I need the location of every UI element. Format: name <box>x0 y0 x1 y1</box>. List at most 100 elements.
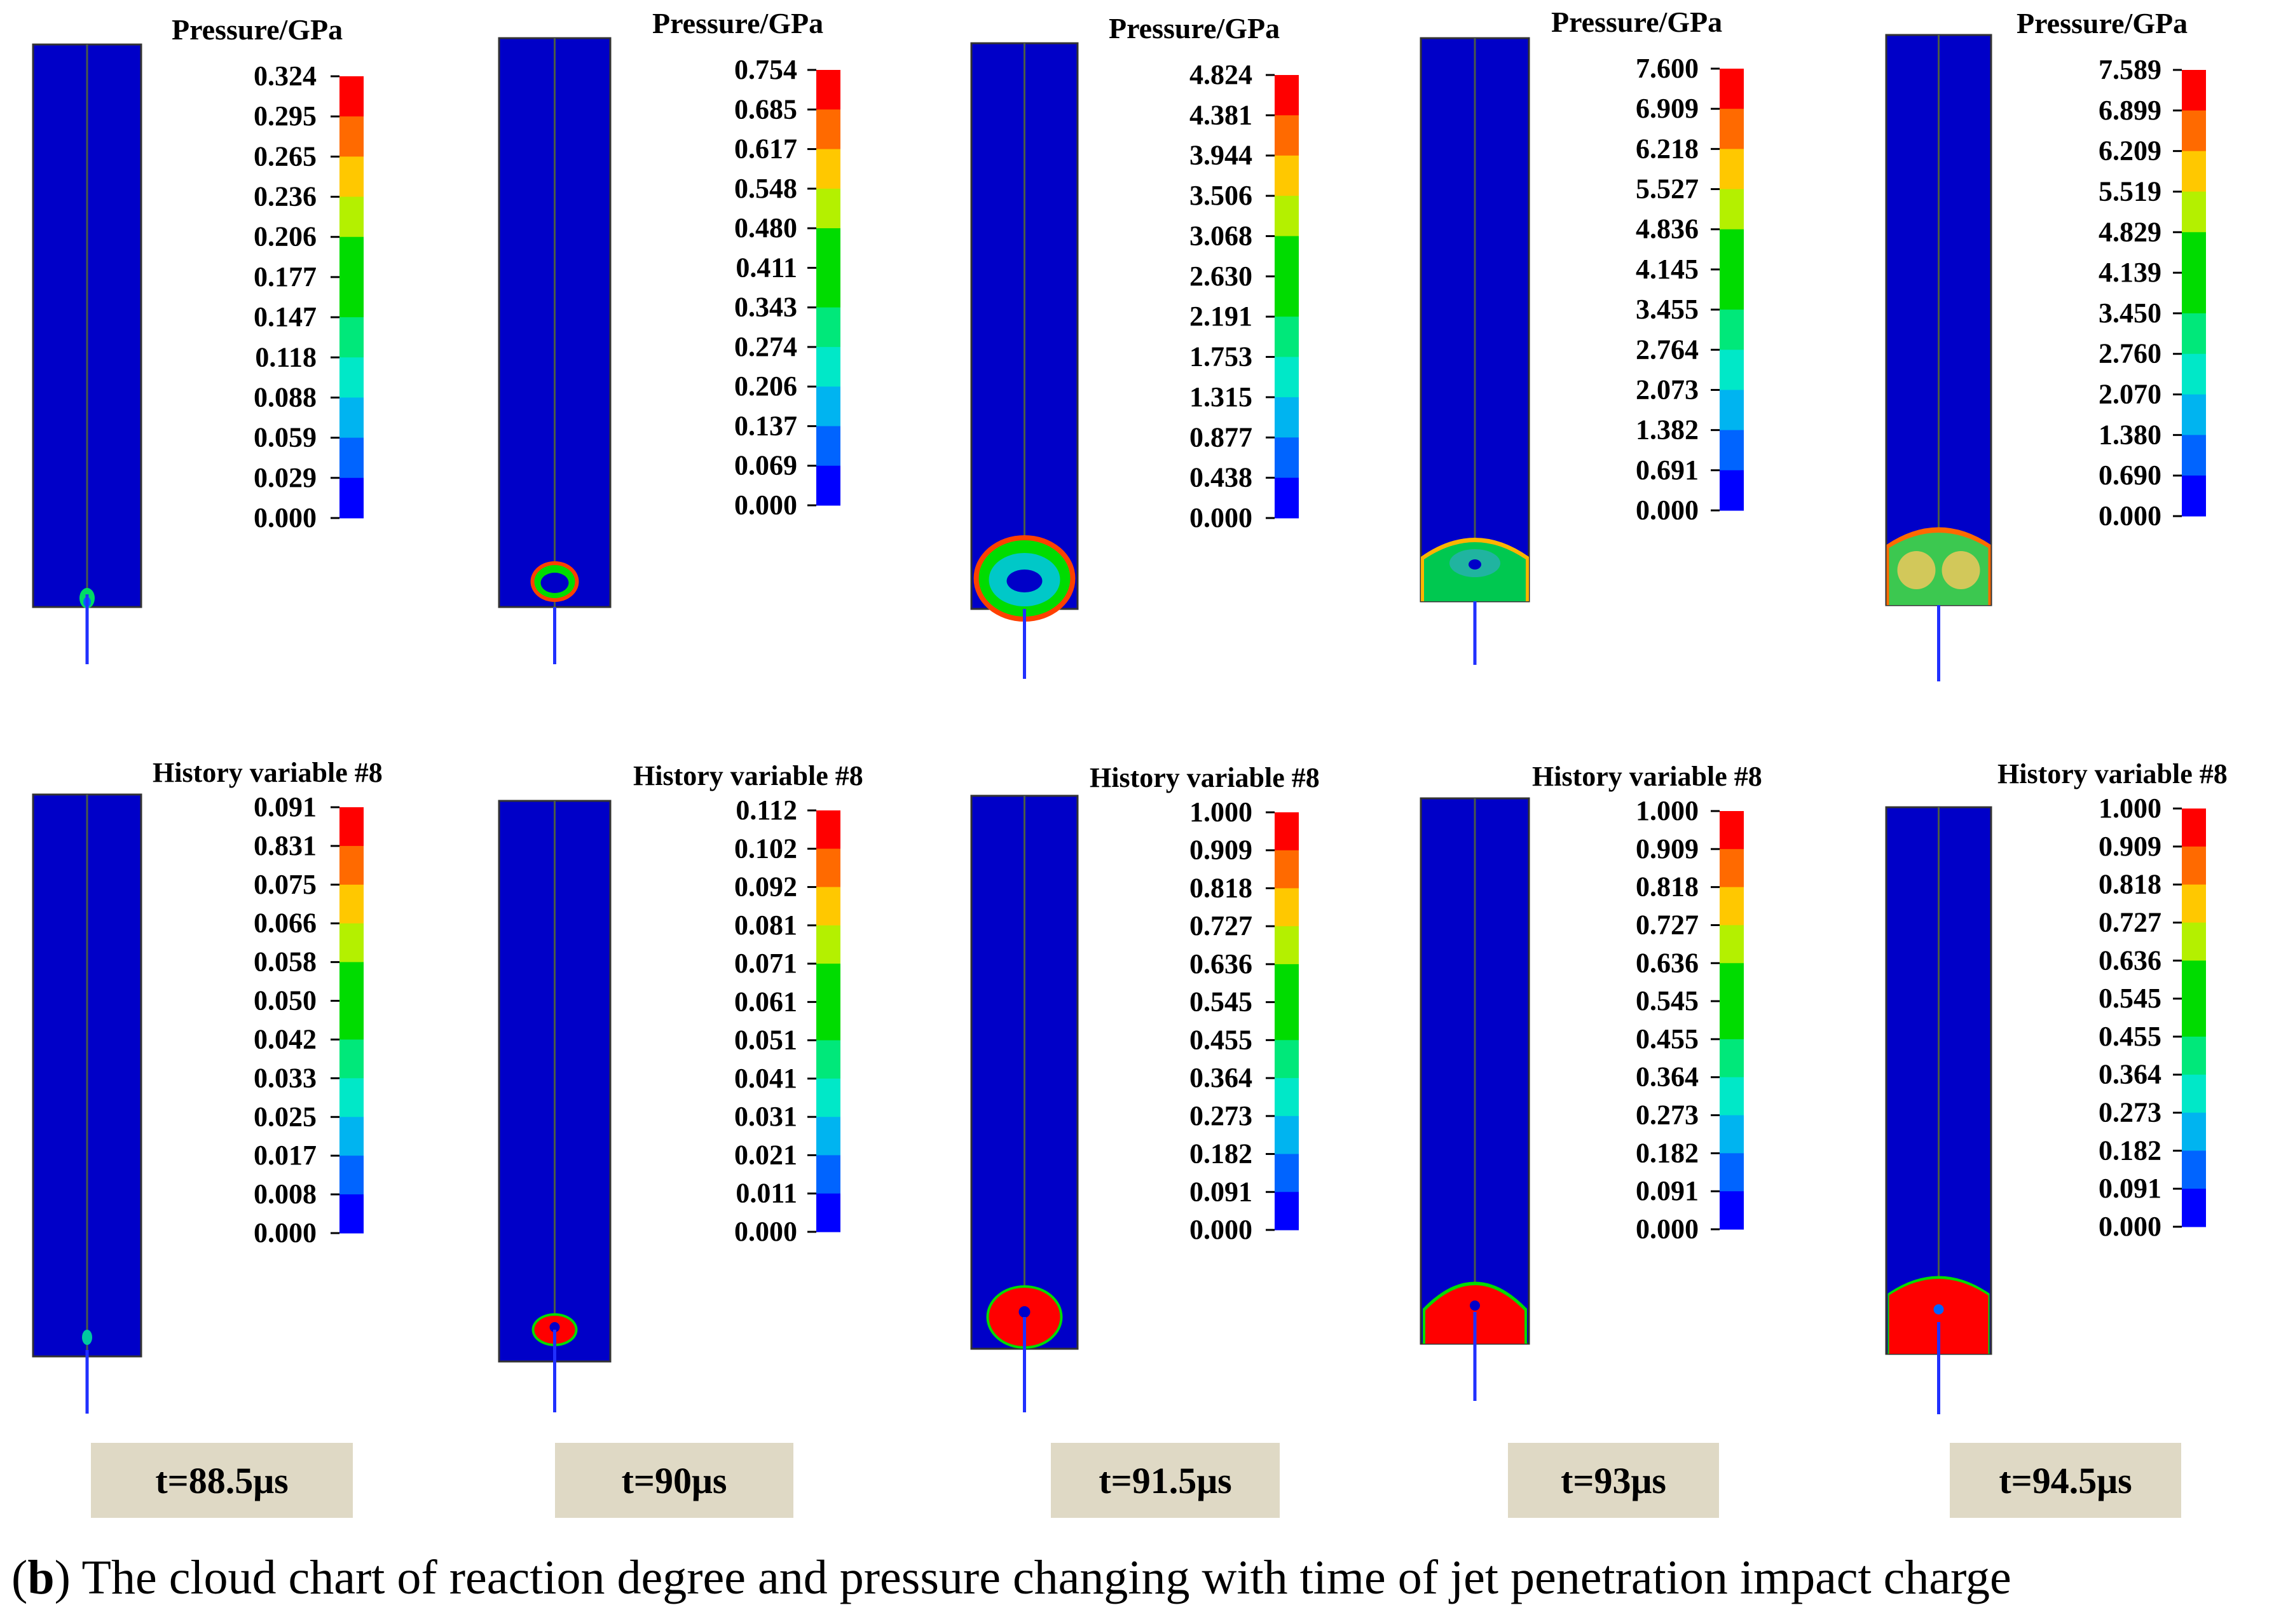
pressure-colorbar-segment <box>1275 317 1299 358</box>
pressure-tick-label: 0.177 <box>254 261 317 292</box>
pressure-tick-label: 0.691 <box>1636 454 1699 486</box>
history-tick-label: 0.112 <box>736 795 797 826</box>
history-tick-label: 0.058 <box>254 946 317 978</box>
history-colorbar-segment <box>339 807 364 847</box>
pressure-colorbar-segment <box>339 397 364 439</box>
history-colorbar-segment <box>816 1117 840 1156</box>
pressure-colorbar-segment <box>2182 435 2206 476</box>
history-panel: History variable #80.091 0.831 0.075 0.066 0… <box>32 757 383 1414</box>
pressure-tick-label: 1.380 <box>2099 419 2161 450</box>
history-colorbar-segment <box>816 925 840 964</box>
pressure-hotspot <box>1942 551 1980 589</box>
history-colorbar-segment <box>339 1156 364 1195</box>
history-tick-label: 0.033 <box>254 1062 317 1093</box>
history-colorbar-segment <box>339 962 364 1002</box>
pressure-colorbar-segment <box>2182 110 2206 152</box>
history-colorbar-segment <box>1275 964 1299 1003</box>
time-label: t=94.5μs <box>1950 1443 2181 1518</box>
pressure-colorbar-title: Pressure/GPa <box>1109 12 1280 44</box>
pressure-tick-label: 0.118 <box>255 341 317 372</box>
history-colorbar-segment <box>2182 809 2206 847</box>
pressure-colorbar-segment <box>1275 75 1299 116</box>
pressure-tick-label: 2.760 <box>2099 338 2161 369</box>
pressure-tick-label: 4.836 <box>1636 214 1699 245</box>
history-tick-label: 0.909 <box>1636 833 1699 864</box>
pressure-colorbar-segment <box>339 357 364 398</box>
caption-text: The cloud chart of reaction degree and p… <box>81 1551 2011 1604</box>
pressure-colorbar-segment <box>816 109 840 150</box>
pressure-colorbar-segment <box>339 317 364 358</box>
history-tick-label: 0.364 <box>1636 1061 1699 1093</box>
history-tick-label: 1.000 <box>2099 793 2161 824</box>
history-tick-label: 0.041 <box>734 1063 797 1094</box>
pressure-colorbar-segment <box>339 276 364 318</box>
pressure-tick-label: 0.295 <box>254 100 317 132</box>
pressure-tick-label: 0.274 <box>734 331 797 362</box>
pressure-colorbar-segment <box>1720 350 1744 390</box>
history-colorbar-segment <box>2182 999 2206 1037</box>
pressure-colorbar-segment <box>1275 155 1299 196</box>
history-colorbar-segment <box>339 884 364 924</box>
pressure-colorbar-segment <box>1275 236 1299 277</box>
history-tick-label: 0.000 <box>1189 1214 1252 1245</box>
pressure-tick-label: 0.265 <box>254 140 317 172</box>
pressure-tick-label: 0.685 <box>734 93 797 125</box>
pressure-tick-label: 0.069 <box>734 450 797 481</box>
pressure-colorbar-segment <box>339 116 364 157</box>
history-colorbar-segment <box>1275 888 1299 927</box>
pressure-tick-label: 3.506 <box>1189 180 1252 211</box>
figure-caption: (b) The cloud chart of reaction degree a… <box>11 1551 2011 1604</box>
pressure-panel: Pressure/GPa 0.754 0.685 0.617 0.548 0.480 0.4… <box>498 7 840 664</box>
pressure-tick-label: 3.455 <box>1636 294 1699 325</box>
pressure-colorbar-segment <box>1720 390 1744 431</box>
pressure-tick-label: 6.209 <box>2099 135 2161 167</box>
history-colorbar-segment <box>816 849 840 888</box>
history-tick-label: 0.364 <box>1189 1062 1252 1093</box>
history-tick-label: 1.000 <box>1189 796 1252 828</box>
pressure-tick-label: 1.315 <box>1189 381 1252 413</box>
history-panel: History variable #8 0.112 0.102 0.092 0.081 0… <box>498 760 863 1412</box>
history-tick-label: 0.909 <box>1189 835 1252 866</box>
time-label: t=90μs <box>555 1443 793 1518</box>
history-tick-label: 0.091 <box>1189 1176 1252 1207</box>
history-colorbar-segment <box>816 964 840 1002</box>
pressure-tick-label: 3.068 <box>1189 220 1252 251</box>
history-tick-label: 0.727 <box>2099 906 2161 938</box>
pressure-colorbar-segment <box>816 426 840 467</box>
pressure-tick-label: 4.381 <box>1189 99 1252 130</box>
history-colorbar-segment <box>816 1193 840 1232</box>
pressure-tick-label: 3.450 <box>2099 297 2161 329</box>
pressure-tick-label: 2.630 <box>1189 261 1252 292</box>
pressure-tick-label: 0.000 <box>254 502 317 533</box>
pressure-colorbar-segment <box>816 228 840 268</box>
history-tick-label: 0.102 <box>734 833 797 864</box>
history-tick-label: 0.727 <box>1189 910 1252 941</box>
history-colorbar-segment <box>1720 849 1744 888</box>
history-panel: History variable #81.000 0.909 0.818 0.727 0… <box>1420 761 1762 1401</box>
pressure-tick-label: 2.764 <box>1636 334 1699 365</box>
pressure-colorbar-segment <box>1720 69 1744 109</box>
history-colorbar-segment <box>1275 1192 1299 1231</box>
history-colorbar-segment <box>1275 926 1299 965</box>
pressure-tick-label: 0.324 <box>254 60 317 92</box>
pressure-tick-label: 1.382 <box>1636 414 1699 446</box>
pressure-colorbar-segment <box>2182 313 2206 355</box>
pressure-tick-label: 0.000 <box>2099 500 2161 531</box>
pressure-tick-label: 4.139 <box>2099 257 2161 288</box>
reaction-core <box>549 1322 560 1332</box>
history-colorbar-segment <box>1720 887 1744 925</box>
history-tick-label: 0.081 <box>734 910 797 941</box>
pressure-tick-label: 0.877 <box>1189 421 1252 453</box>
pressure-core <box>540 573 569 593</box>
history-colorbar-segment <box>339 845 364 885</box>
history-colorbar-segment <box>2182 846 2206 885</box>
history-tick-label: 0.636 <box>1189 948 1252 979</box>
history-colorbar-segment <box>816 1078 840 1117</box>
history-tick-label: 0.636 <box>1636 947 1699 978</box>
history-colorbar-segment <box>816 887 840 926</box>
reaction-core <box>1470 1300 1480 1311</box>
history-tick-label: 0.021 <box>734 1139 797 1170</box>
history-tick-label: 0.818 <box>1636 871 1699 903</box>
history-tick-label: 1.000 <box>1636 795 1699 826</box>
pressure-tick-label: 0.147 <box>254 301 317 332</box>
